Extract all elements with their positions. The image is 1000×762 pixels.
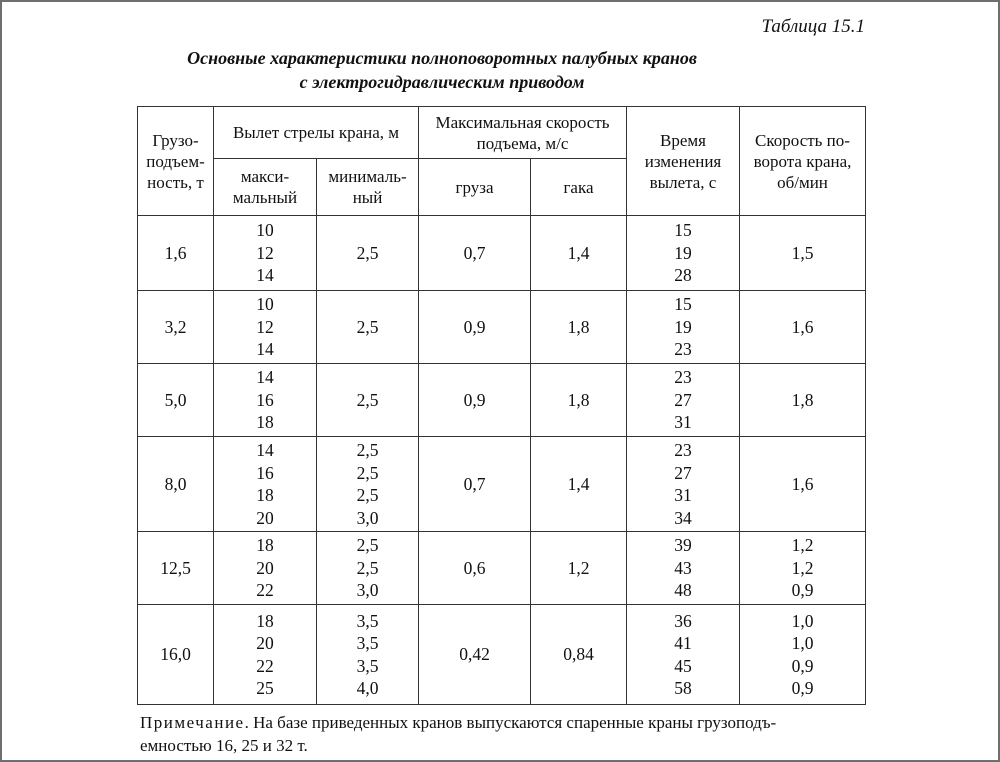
header-slew-speed: Скорость по- ворота крана, об/мин	[739, 106, 866, 216]
table-note: Примечание. На базе приведенных кранов в…	[140, 711, 870, 757]
cell-capacity: 12,5	[137, 531, 214, 605]
cell-slew-speed: 1,6	[739, 290, 866, 364]
cell-reach-min: 2,5	[316, 363, 419, 437]
cell-reach-min: 2,5	[316, 215, 419, 291]
caption-line-1: Основные характеристики полноповоротных …	[187, 48, 697, 68]
cell-reach-time: 23 27 31	[626, 363, 740, 437]
header-reach-time: Время изменения вылета, с	[626, 106, 740, 216]
header-reach-min: минималь- ный	[316, 158, 419, 216]
cell-capacity: 5,0	[137, 363, 214, 437]
table-row: 12,5 18 20 22 2,5 2,5 3,0 0,6 1,2 39 43 48 1,2 1,2 0,9	[137, 531, 866, 605]
cell-reach-max: 18 20 22	[213, 531, 317, 605]
header-speed-hook: гака	[530, 158, 627, 216]
cell-reach-time: 39 43 48	[626, 531, 740, 605]
cell-slew-speed: 1,2 1,2 0,9	[739, 531, 866, 605]
table-number: Таблица 15.1	[761, 16, 865, 37]
table-row: 16,0 18 20 22 25 3,5 3,5 3,5 4,0 0,42 0,84 36 41 45 58…	[137, 604, 866, 705]
header-speed-load: груза	[418, 158, 531, 216]
cell-reach-max: 14 16 18 20	[213, 436, 317, 532]
cell-slew-speed: 1,6	[739, 436, 866, 532]
cell-speed-load: 0,9	[418, 363, 531, 437]
note-text-2: емностью 16, 25 и 32 т.	[140, 736, 308, 755]
cell-speed-hook: 0,84	[530, 604, 627, 705]
cell-reach-min: 3,5 3,5 3,5 4,0	[316, 604, 419, 705]
cell-speed-load: 0,7	[418, 436, 531, 532]
cell-speed-hook: 1,4	[530, 436, 627, 532]
crane-characteristics-table: Грузо- подъем- ность, т Вылет стрелы кра…	[137, 106, 866, 705]
cell-speed-load: 0,9	[418, 290, 531, 364]
cell-capacity: 3,2	[137, 290, 214, 364]
cell-slew-speed: 1,5	[739, 215, 866, 291]
cell-slew-speed: 1,0 1,0 0,9 0,9	[739, 604, 866, 705]
cell-reach-time: 23 27 31 34	[626, 436, 740, 532]
cell-slew-speed: 1,8	[739, 363, 866, 437]
table-row: 5,0 14 16 18 2,5 0,9 1,8 23 27 31 1,8	[137, 363, 866, 437]
table-row: 8,0 14 16 18 20 2,5 2,5 2,5 3,0 0,7 1,4 23 27 31 34 1,6	[137, 436, 866, 532]
table-caption: Основные характеристики полноповоротных …	[2, 46, 882, 94]
note-lead: Примечание	[140, 713, 245, 732]
cell-speed-hook: 1,2	[530, 531, 627, 605]
header-capacity: Грузо- подъем- ность, т	[137, 106, 214, 216]
cell-reach-time: 15 19 28	[626, 215, 740, 291]
cell-capacity: 16,0	[137, 604, 214, 705]
cell-reach-min: 2,5 2,5 3,0	[316, 531, 419, 605]
cell-capacity: 1,6	[137, 215, 214, 291]
cell-reach-min: 2,5	[316, 290, 419, 364]
header-max-speed: Максимальная скорость подъема, м/с	[418, 106, 627, 159]
cell-speed-hook: 1,8	[530, 363, 627, 437]
header-boom-reach: Вылет стрелы крана, м	[213, 106, 419, 159]
cell-reach-max: 18 20 22 25	[213, 604, 317, 705]
note-text-1: . На базе приведенных кранов выпускаются…	[244, 713, 777, 732]
cell-reach-max: 14 16 18	[213, 363, 317, 437]
cell-reach-max: 10 12 14	[213, 215, 317, 291]
header-reach-max: макси- мальный	[213, 158, 317, 216]
cell-reach-max: 10 12 14	[213, 290, 317, 364]
cell-reach-time: 15 19 23	[626, 290, 740, 364]
cell-reach-time: 36 41 45 58	[626, 604, 740, 705]
caption-line-2: с электрогидравлическим приводом	[299, 72, 585, 92]
cell-speed-load: 0,42	[418, 604, 531, 705]
cell-speed-hook: 1,8	[530, 290, 627, 364]
cell-reach-min: 2,5 2,5 2,5 3,0	[316, 436, 419, 532]
cell-capacity: 8,0	[137, 436, 214, 532]
cell-speed-hook: 1,4	[530, 215, 627, 291]
table-row: 1,6 10 12 14 2,5 0,7 1,4 15 19 28 1,5	[137, 215, 866, 291]
cell-speed-load: 0,6	[418, 531, 531, 605]
table-row: 3,2 10 12 14 2,5 0,9 1,8 15 19 23 1,6	[137, 290, 866, 364]
cell-speed-load: 0,7	[418, 215, 531, 291]
